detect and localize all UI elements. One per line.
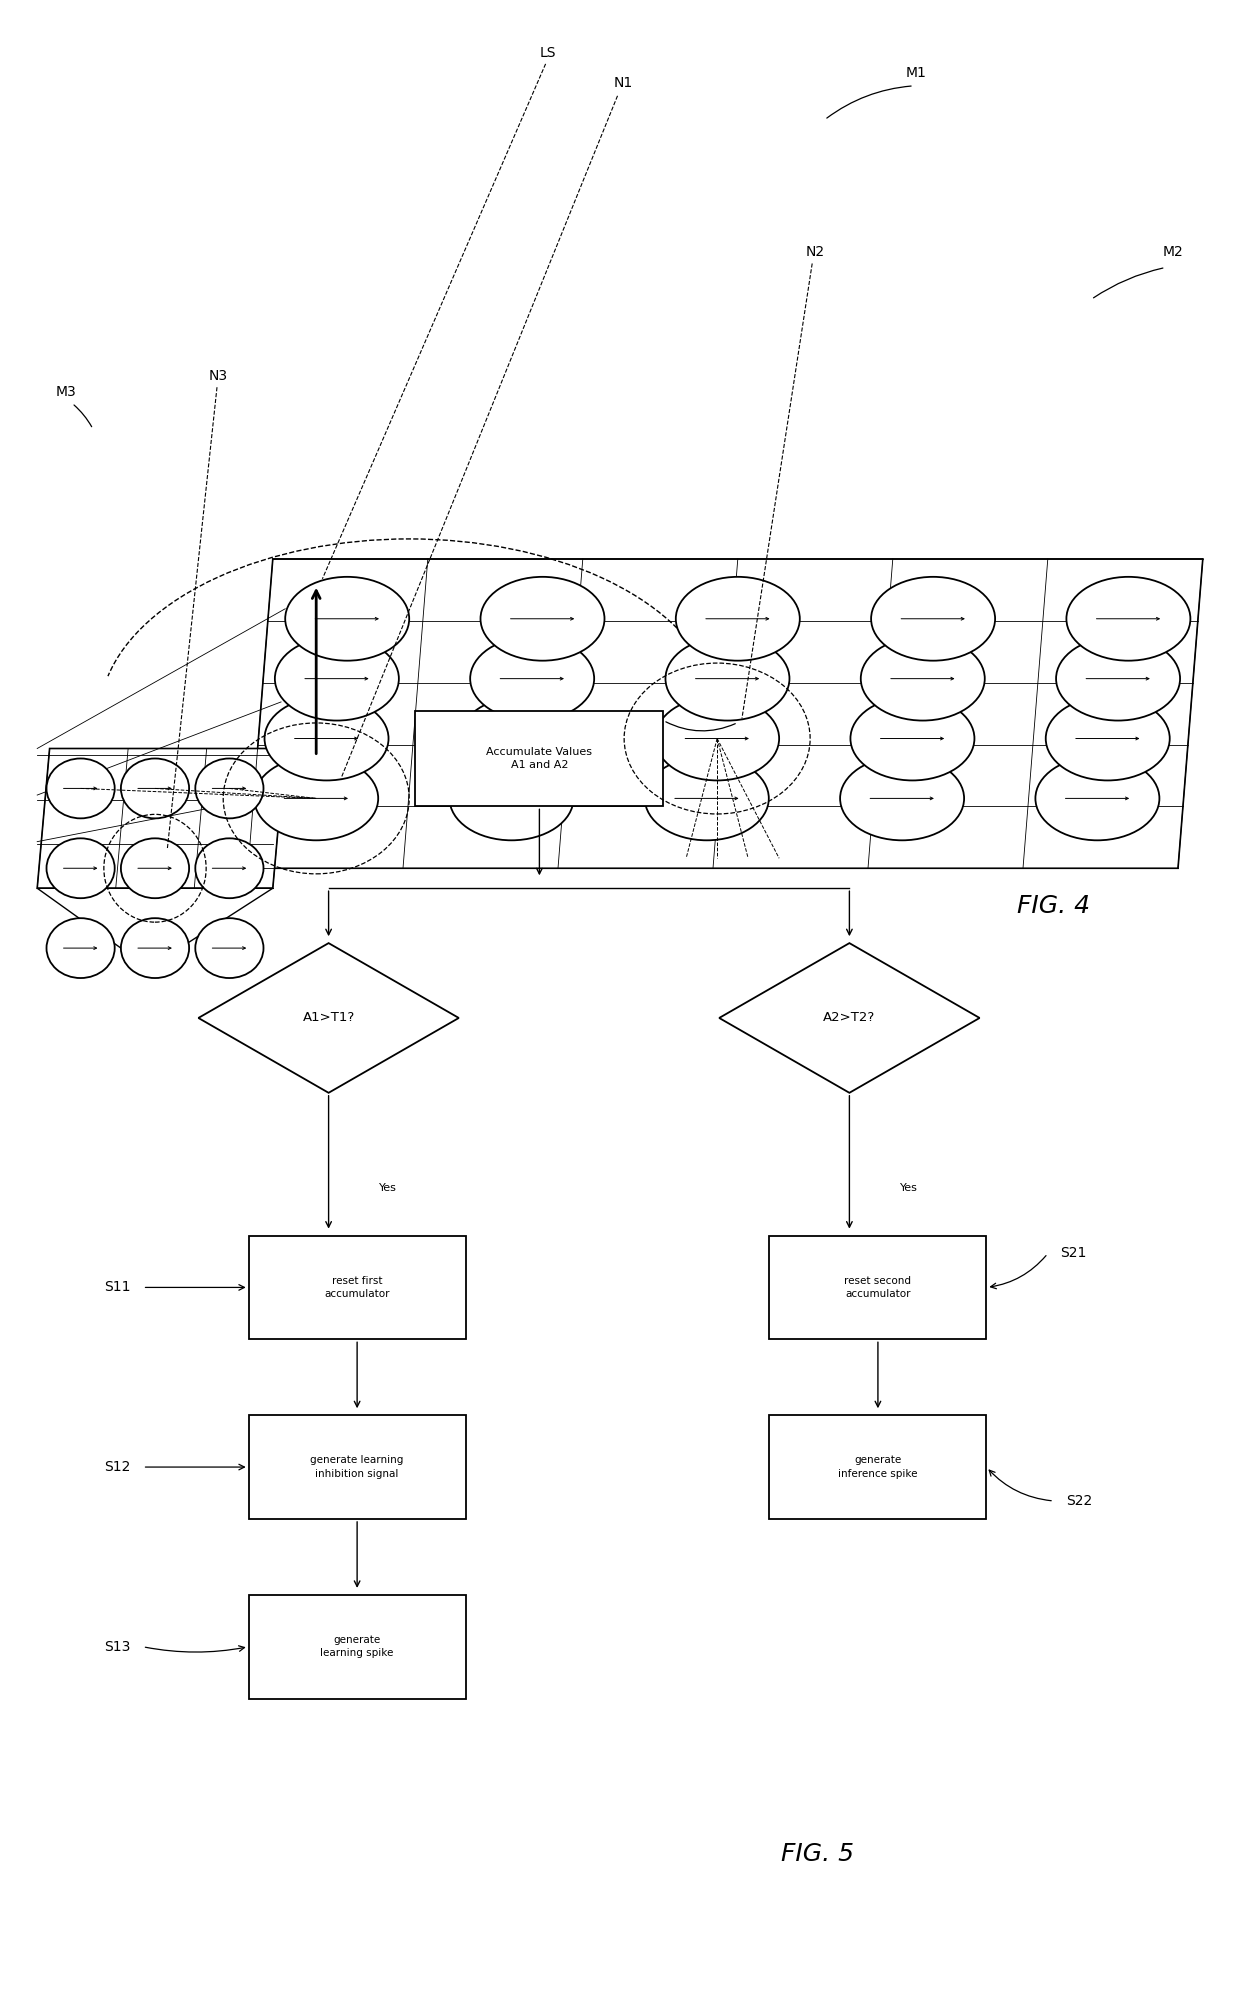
Text: Accumulate Values
A1 and A2: Accumulate Values A1 and A2 [486,747,593,770]
Ellipse shape [870,577,994,661]
Text: M2: M2 [1163,246,1184,259]
Ellipse shape [47,838,115,898]
Ellipse shape [676,577,800,661]
Text: N3: N3 [208,369,227,383]
Text: FIG. 4: FIG. 4 [1017,894,1090,918]
Text: S21: S21 [1060,1246,1086,1261]
Text: reset first
accumulator: reset first accumulator [325,1275,389,1299]
Text: A1>T1?: A1>T1? [303,1012,355,1024]
Ellipse shape [285,577,409,661]
Text: Yes: Yes [900,1182,918,1194]
Text: A2>T2?: A2>T2? [823,1012,875,1024]
Text: generate learning
inhibition signal: generate learning inhibition signal [310,1455,404,1479]
Ellipse shape [861,637,985,721]
Ellipse shape [195,918,263,978]
Ellipse shape [851,697,975,780]
Ellipse shape [1066,577,1190,661]
Ellipse shape [275,637,399,721]
Text: M1: M1 [905,66,926,80]
Text: Yes: Yes [379,1182,397,1194]
Ellipse shape [481,577,605,661]
Ellipse shape [47,918,115,978]
Polygon shape [37,748,285,888]
Text: S13: S13 [104,1639,130,1655]
Ellipse shape [470,637,594,721]
FancyBboxPatch shape [415,711,663,806]
Ellipse shape [841,756,965,840]
Ellipse shape [122,918,188,978]
Ellipse shape [122,758,188,818]
Ellipse shape [645,756,769,840]
Text: S12: S12 [104,1459,130,1475]
Text: N2: N2 [806,246,825,259]
Text: S22: S22 [1066,1493,1092,1509]
Ellipse shape [264,697,388,780]
Ellipse shape [47,758,115,818]
Ellipse shape [1035,756,1159,840]
Ellipse shape [1056,637,1180,721]
FancyBboxPatch shape [769,1415,986,1519]
Text: reset second
accumulator: reset second accumulator [844,1275,911,1299]
FancyBboxPatch shape [248,1415,465,1519]
Text: S1: S1 [744,715,761,731]
FancyBboxPatch shape [248,1595,465,1699]
Text: generate
learning spike: generate learning spike [320,1635,394,1659]
Ellipse shape [449,756,573,840]
FancyBboxPatch shape [769,1236,986,1339]
Polygon shape [198,944,459,1094]
Text: S11: S11 [104,1279,130,1295]
Ellipse shape [254,756,378,840]
Polygon shape [719,944,980,1094]
Polygon shape [37,888,273,968]
Polygon shape [248,559,1203,868]
Ellipse shape [1045,697,1169,780]
Ellipse shape [460,697,584,780]
Text: M3: M3 [56,385,77,399]
Text: FIG. 5: FIG. 5 [781,1842,854,1866]
Text: generate
inference spike: generate inference spike [838,1455,918,1479]
Text: N1: N1 [614,76,634,90]
Ellipse shape [655,697,779,780]
FancyBboxPatch shape [248,1236,465,1339]
Text: LS: LS [539,46,556,60]
Ellipse shape [666,637,790,721]
Ellipse shape [195,758,263,818]
Ellipse shape [195,838,263,898]
Ellipse shape [122,838,188,898]
